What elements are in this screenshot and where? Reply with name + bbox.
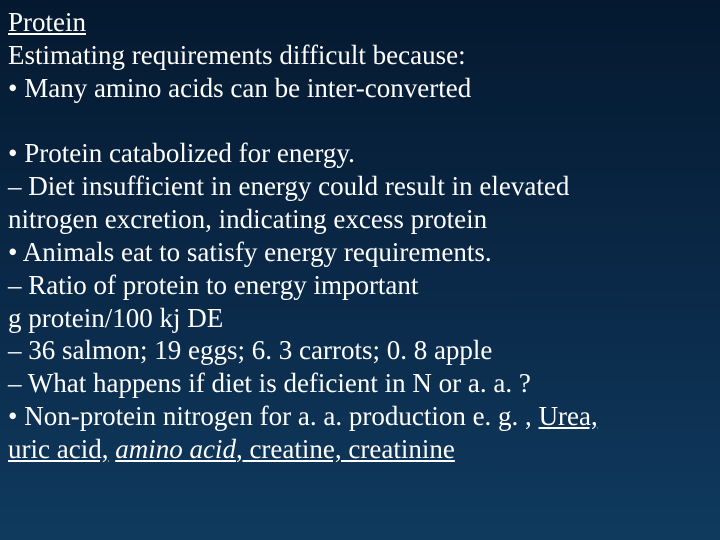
- subtitle-line: Estimating requirements difficult becaus…: [8, 39, 712, 72]
- bullet-line: • Many amino acids can be inter-converte…: [8, 72, 712, 105]
- underlined-text: ,: [236, 434, 250, 464]
- slide-title: Protein: [8, 6, 712, 39]
- text-segment: • Non-protein nitrogen for a. a. product…: [8, 401, 539, 431]
- blank-gap: [8, 105, 712, 137]
- dash-line: – Ratio of protein to energy important: [8, 269, 712, 302]
- bullet-line: • Protein catabolized for energy.: [8, 137, 712, 170]
- dash-line: – What happens if diet is deficient in N…: [8, 367, 712, 400]
- underlined-text: Urea,: [539, 401, 598, 431]
- text-line: g protein/100 kj DE: [8, 302, 712, 335]
- continuation-line: uric acid, amino acid, creatine, creatin…: [8, 433, 712, 466]
- continuation-line: nitrogen excretion, indicating excess pr…: [8, 203, 712, 236]
- italic-underlined-text: amino acid: [115, 434, 236, 464]
- bullet-line: • Animals eat to satisfy energy requirem…: [8, 236, 712, 269]
- dash-line: – Diet insufficient in energy could resu…: [8, 170, 712, 203]
- dash-line: – 36 salmon; 19 eggs; 6. 3 carrots; 0. 8…: [8, 334, 712, 367]
- bullet-line: • Non-protein nitrogen for a. a. product…: [8, 400, 712, 433]
- underlined-text: uric acid,: [8, 434, 108, 464]
- underlined-text: creatine, creatinine: [249, 434, 454, 464]
